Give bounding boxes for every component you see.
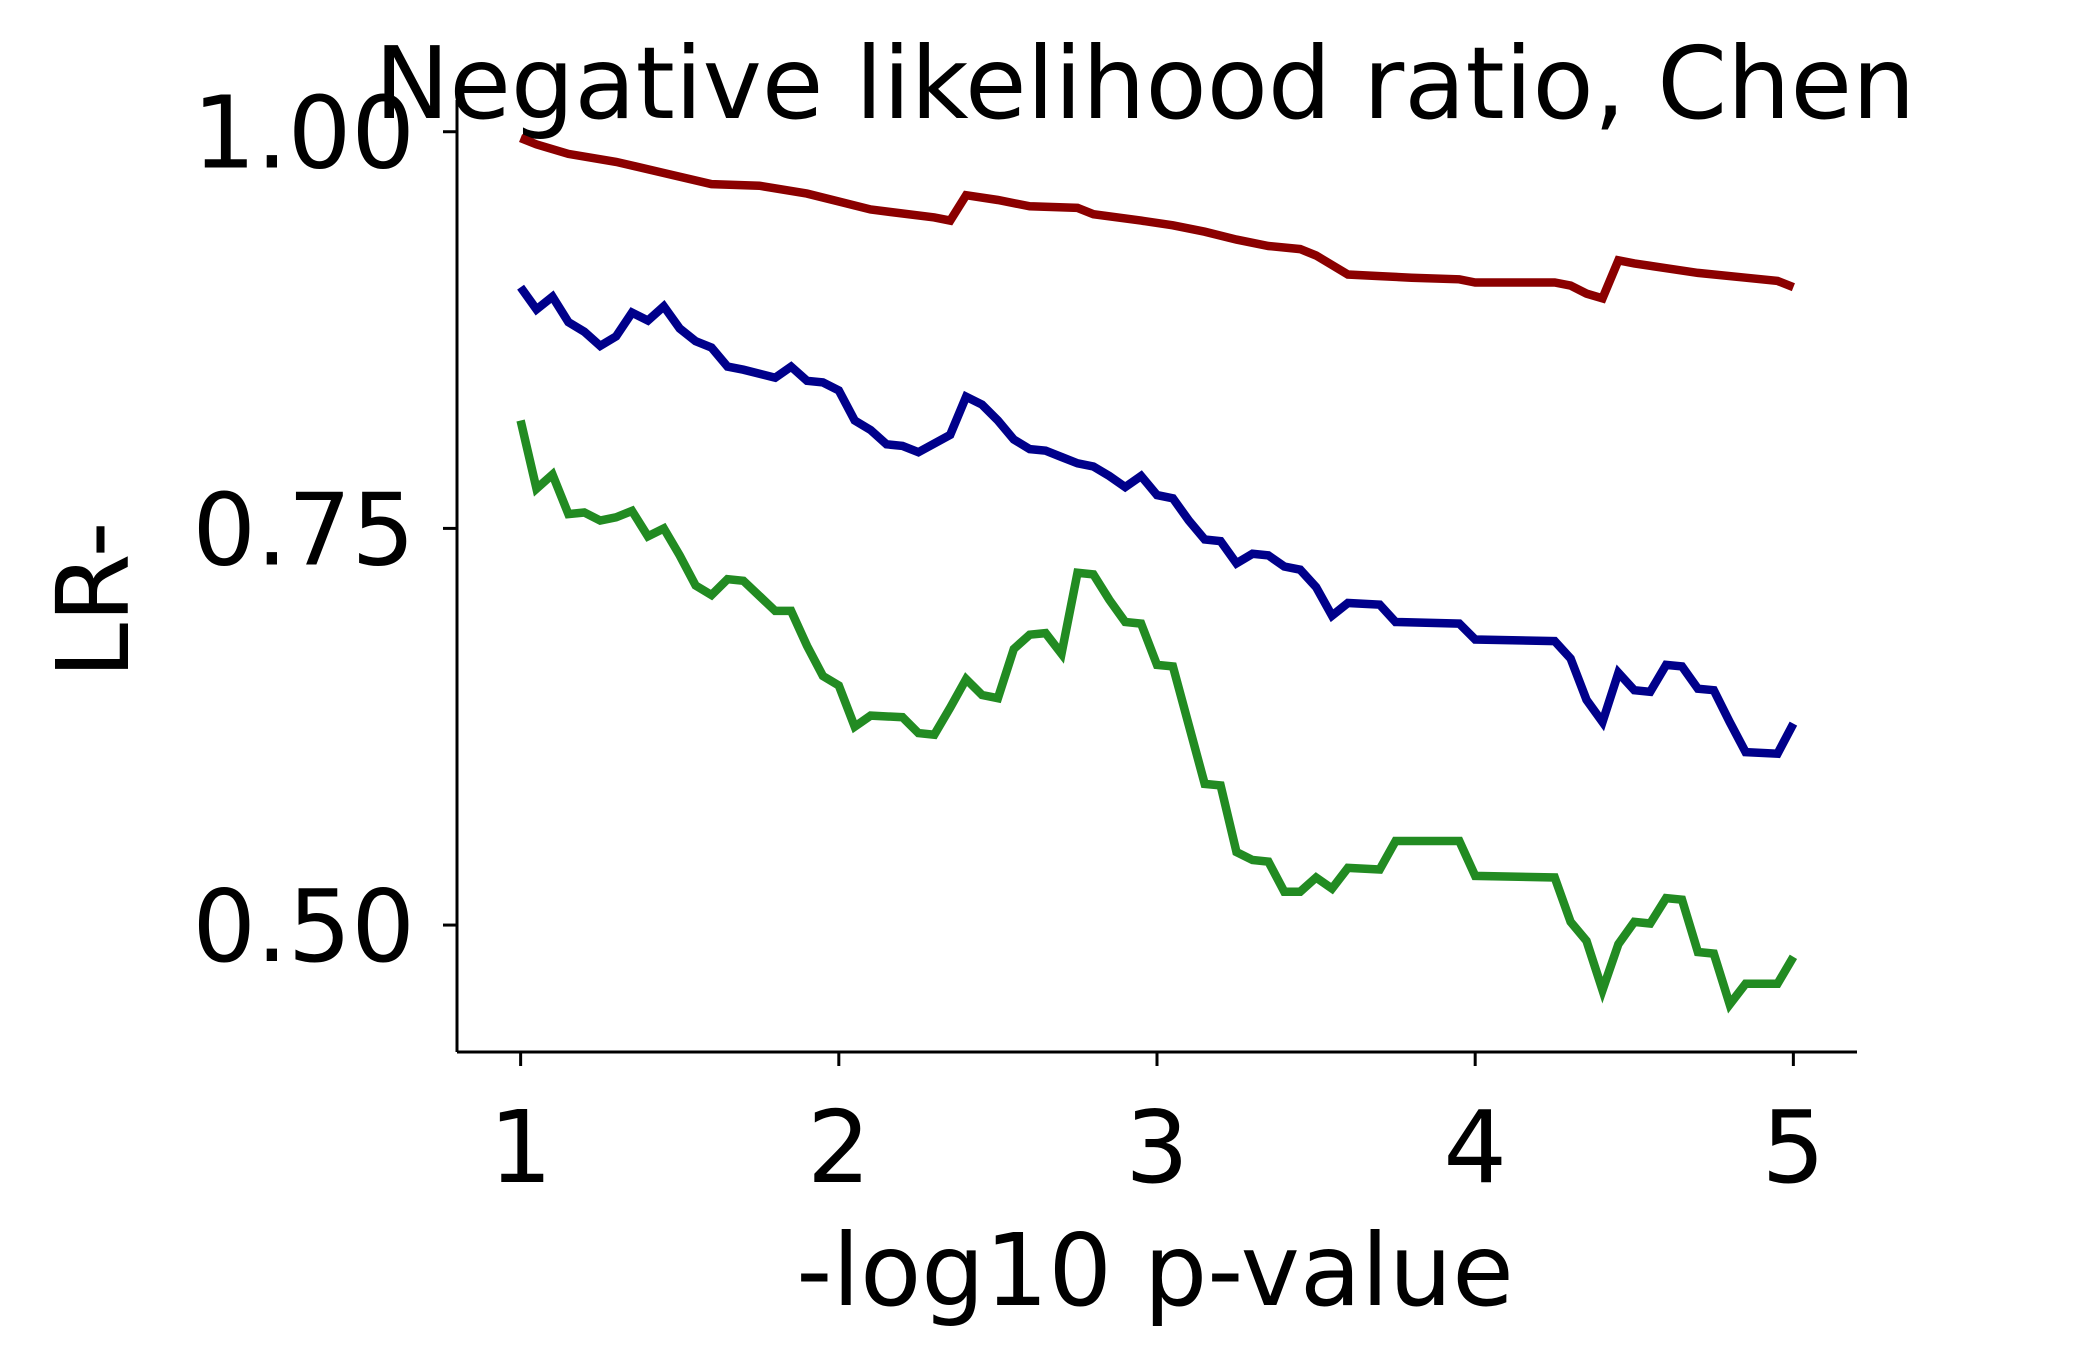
x-tick-label: 5 bbox=[1762, 1089, 1826, 1206]
y-axis-ticks: 0.50 0.75 1.00 bbox=[192, 75, 457, 985]
x-tick-label: 2 bbox=[807, 1089, 871, 1206]
chart-title: Negative likelihood ratio, Chen bbox=[375, 25, 1916, 142]
y-tick-label: 0.50 bbox=[192, 868, 415, 985]
x-tick-label: 1 bbox=[489, 1089, 553, 1206]
x-tick-label: 4 bbox=[1443, 1089, 1507, 1206]
series-line-1 bbox=[519, 134, 1795, 304]
y-axis-title: LR- bbox=[35, 521, 152, 678]
x-axis-ticks: 1 2 3 4 5 bbox=[489, 1052, 1825, 1206]
series-group bbox=[516, 134, 1798, 1014]
series-line-3 bbox=[516, 419, 1798, 1014]
x-tick-label: 3 bbox=[1125, 1089, 1189, 1206]
axes bbox=[455, 100, 1857, 1054]
x-axis-title: -log10 p-value bbox=[796, 1212, 1514, 1329]
series-line-2 bbox=[517, 284, 1798, 759]
y-tick-label: 0.75 bbox=[192, 471, 415, 588]
y-tick-label: 1.00 bbox=[192, 75, 415, 192]
